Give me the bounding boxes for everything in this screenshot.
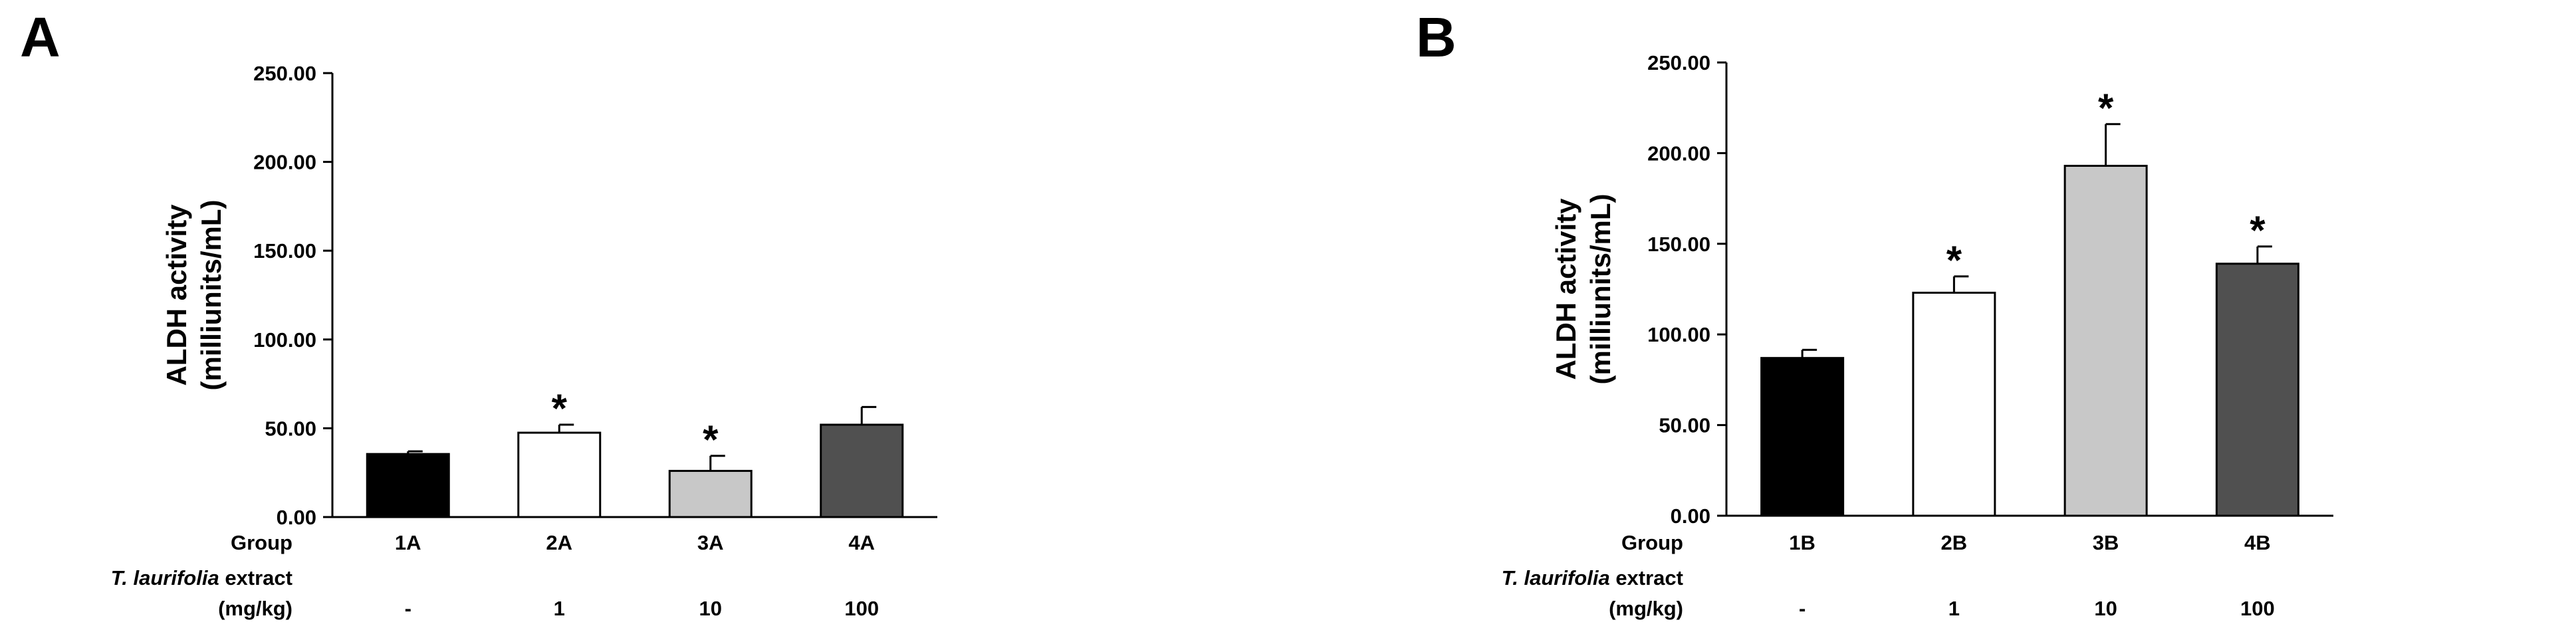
y-axis-title-line1: ALDH activity xyxy=(161,204,192,386)
table-row-label: Group xyxy=(1621,531,1683,554)
table-cell: 100 xyxy=(2240,597,2275,620)
y-axis-title: ALDH activity (milliunits/mL) xyxy=(1550,194,1616,385)
bar-1a xyxy=(366,453,450,518)
y-tick-label: 200.00 xyxy=(1647,142,1710,165)
significance-marker: * xyxy=(552,386,568,431)
y-axis-title-line1: ALDH activity xyxy=(1550,198,1581,380)
table-cell: 3B xyxy=(2093,531,2119,554)
y-tick-label: 50.00 xyxy=(265,417,316,440)
y-tick-label: 200.00 xyxy=(253,151,316,174)
table-cell: 4A xyxy=(848,531,875,554)
bar-2a xyxy=(517,431,602,518)
significance-marker: * xyxy=(2098,86,2114,130)
table-row-label-rest: extract xyxy=(1610,566,1683,589)
y-tick-label: 250.00 xyxy=(1647,51,1710,74)
table-row-label: (mg/kg) xyxy=(218,597,293,620)
table-cell: 2A xyxy=(546,531,572,554)
table-row-label-rest: extract xyxy=(219,566,293,589)
table-row-label: T. laurifolia extract xyxy=(1502,566,1683,589)
significance-marker: * xyxy=(1946,238,1962,282)
panel-label: A xyxy=(20,6,60,68)
table-cell: 2B xyxy=(1941,531,1968,554)
bar-3a xyxy=(668,470,753,518)
chart-panel-a: A 0.00 50.00 100.00 150.00 200.00 250.00 ALDH a… xyxy=(20,6,937,620)
bar-3b xyxy=(2063,164,2148,517)
y-axis-title: ALDH activity (milliunits/mL) xyxy=(161,200,227,391)
table-cell: - xyxy=(1799,597,1806,620)
table-cell: 4B xyxy=(2244,531,2271,554)
table-row-label: Group xyxy=(231,531,293,554)
bar-2b xyxy=(1912,291,1996,517)
table-row-label-italic: T. laurifolia xyxy=(1502,566,1610,589)
table-cell: 100 xyxy=(844,597,879,620)
significance-marker: * xyxy=(703,417,719,462)
table-cell: - xyxy=(405,597,411,620)
y-tick-label: 0.00 xyxy=(1671,504,1710,528)
table-cell: 10 xyxy=(699,597,722,620)
y-axis-title-line2: (milliunits/mL) xyxy=(195,200,227,391)
bar-4b xyxy=(2215,263,2299,517)
bar-4a xyxy=(820,423,904,518)
chart-panel-b: B 0.00 50.00 100.00 150.00 200.00 250.00 ALDH a… xyxy=(1416,6,2333,620)
y-axis-title-line2: (milliunits/mL) xyxy=(1585,194,1616,385)
y-tick-label: 250.00 xyxy=(253,62,316,85)
y-tick-label: 50.00 xyxy=(1659,414,1710,437)
table-cell: 1 xyxy=(1948,597,1960,620)
y-tick-label: 150.00 xyxy=(253,239,316,263)
table-cell: 1B xyxy=(1789,531,1815,554)
table-cell: 1 xyxy=(554,597,565,620)
y-tick-label: 100.00 xyxy=(1647,323,1710,346)
table-cell: 1A xyxy=(395,531,421,554)
y-tick-label: 100.00 xyxy=(253,328,316,352)
panel-label: B xyxy=(1416,6,1457,68)
table-cell: 3A xyxy=(697,531,724,554)
table-cell: 10 xyxy=(2094,597,2117,620)
table-row-label: T. laurifolia extract xyxy=(111,566,293,589)
y-tick-label: 150.00 xyxy=(1647,233,1710,256)
table-row-label-italic: T. laurifolia xyxy=(111,566,219,589)
table-row-label: (mg/kg) xyxy=(1609,597,1683,620)
y-tick-label: 0.00 xyxy=(277,506,316,529)
significance-marker: * xyxy=(2250,208,2266,253)
bar-1b xyxy=(1760,357,1845,517)
